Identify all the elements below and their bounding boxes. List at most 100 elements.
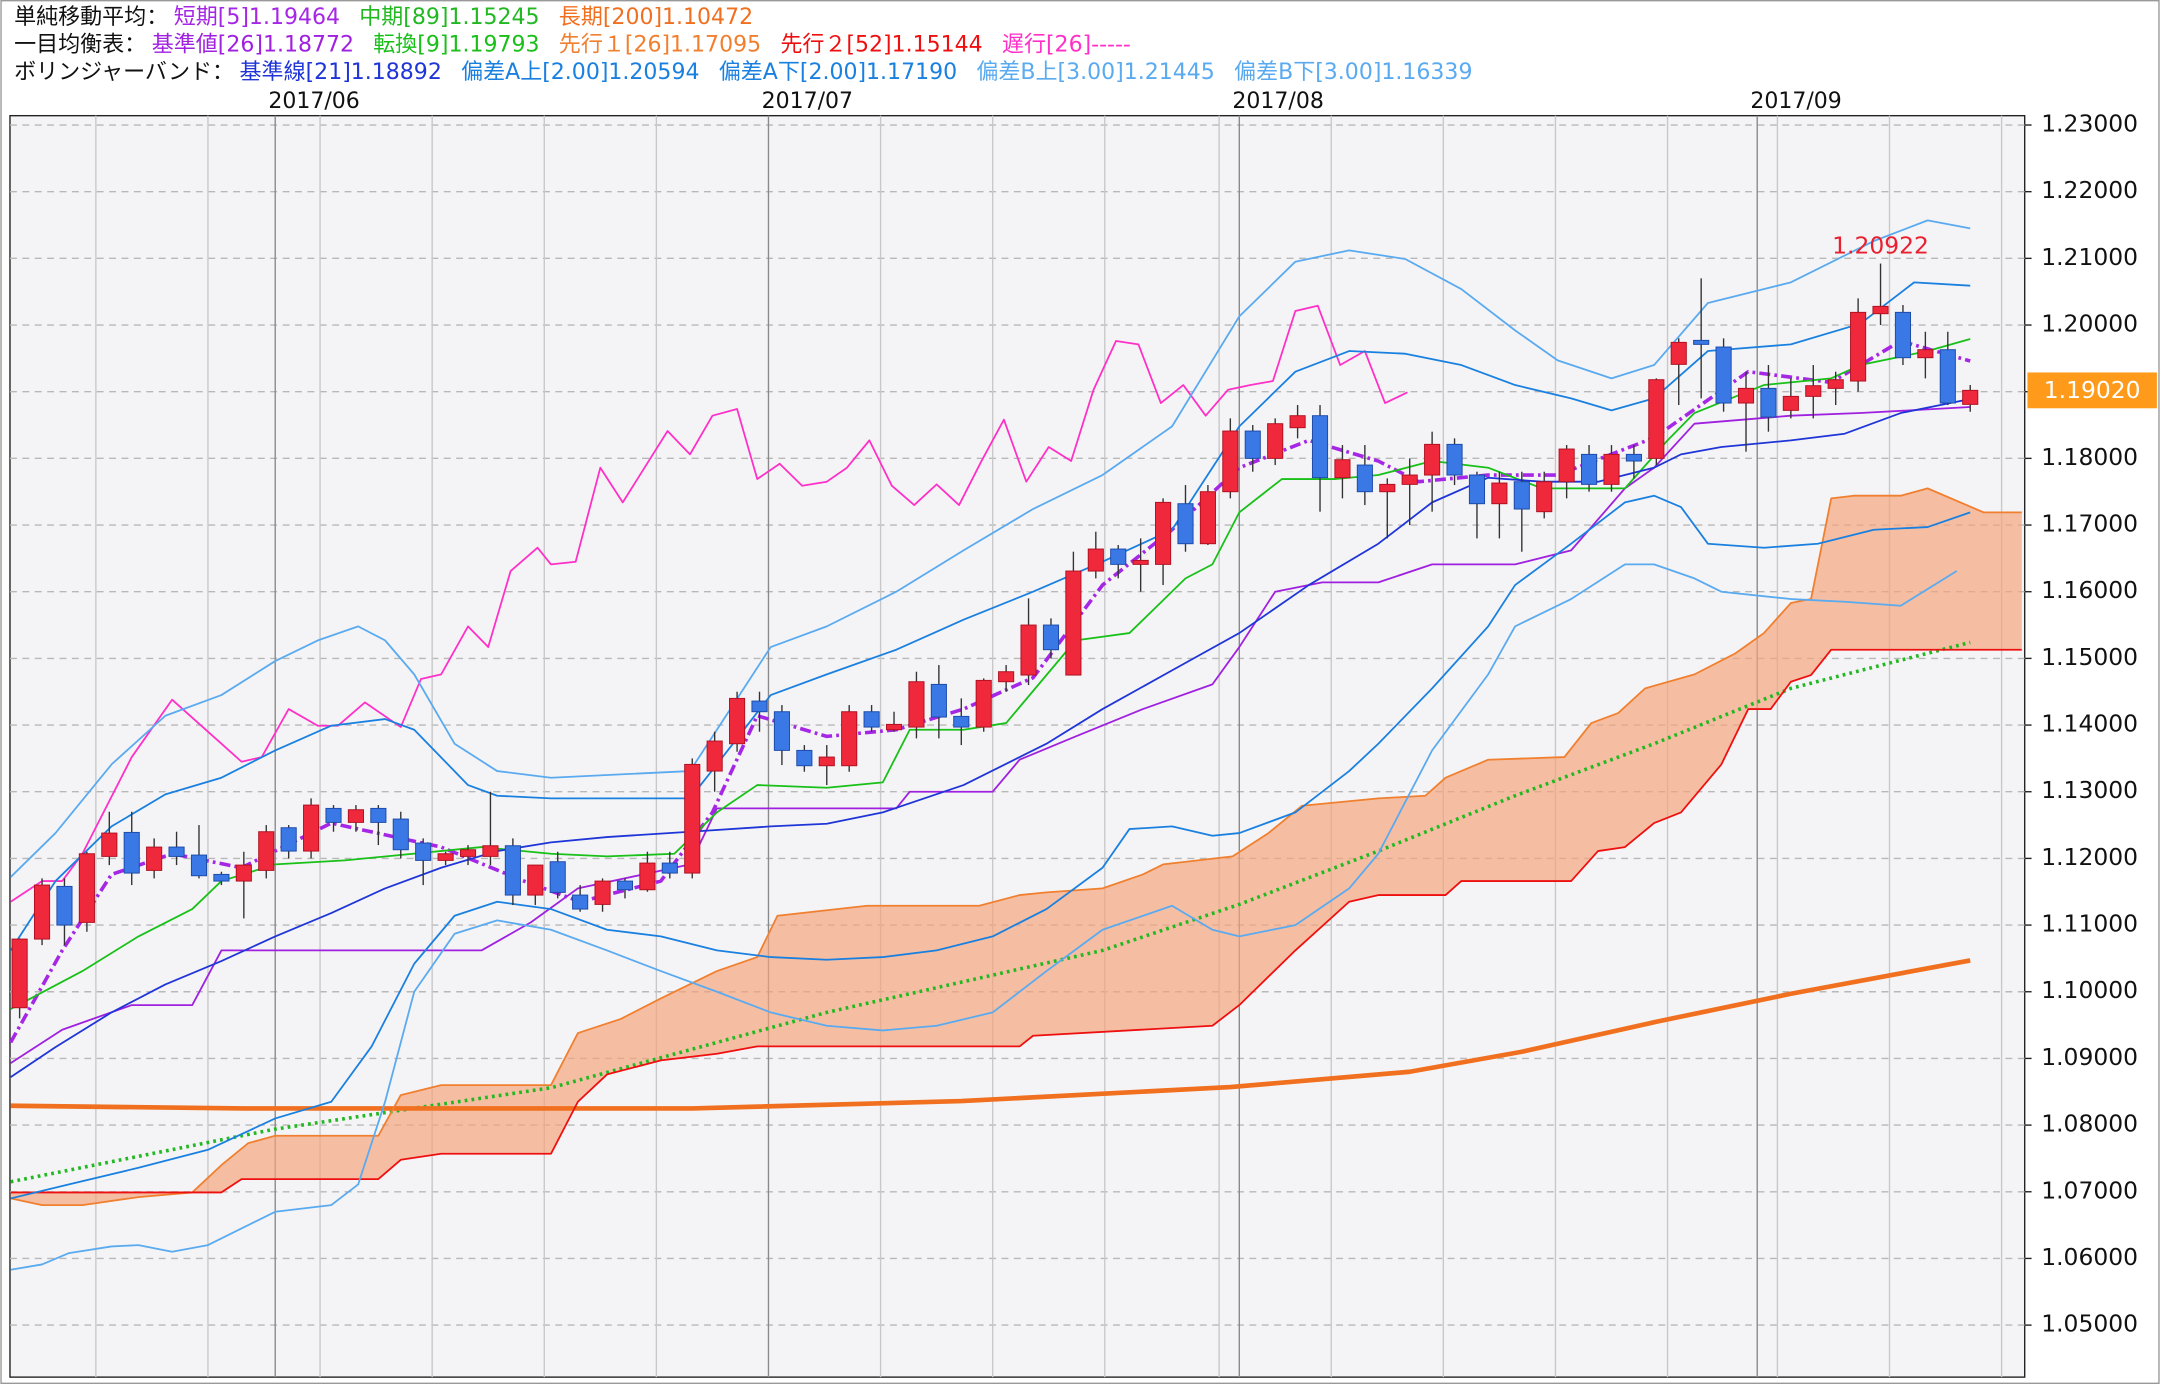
candle-body bbox=[1110, 548, 1127, 565]
candle-body bbox=[998, 671, 1015, 683]
last-price-tag bbox=[2027, 372, 2157, 409]
candle-body bbox=[1334, 459, 1351, 479]
candle-body bbox=[1468, 474, 1486, 505]
candle-body bbox=[258, 831, 275, 871]
y-tick-label: 1.10000 bbox=[2041, 976, 2138, 1004]
candle-body bbox=[1603, 453, 1620, 485]
x-tick-label: 2017/08 bbox=[1232, 89, 1323, 114]
candle-body bbox=[1513, 481, 1530, 510]
candle-body bbox=[661, 862, 678, 874]
indicator-line bbox=[9, 281, 1971, 951]
legend-entry: 基準値[26]1.18772 bbox=[152, 32, 354, 57]
candle-body bbox=[325, 807, 342, 823]
legend-entry: 遅行[26]----- bbox=[1002, 32, 1131, 57]
candle-body bbox=[347, 809, 364, 823]
candle-body bbox=[1132, 559, 1149, 565]
indicator-line bbox=[10, 398, 1971, 1078]
y-tick-label: 1.12000 bbox=[2041, 843, 2138, 871]
candle-body bbox=[1042, 624, 1060, 651]
indicator-line bbox=[10, 219, 1971, 878]
candle-body bbox=[1827, 379, 1844, 389]
legend-row: 一目均衡表： 基準値[26]1.18772 転換[9]1.19793 先行１[26]1… bbox=[14, 32, 1131, 57]
legend-group-label: 一目均衡表： bbox=[14, 32, 146, 57]
legend-entry: 偏差B上[3.00]1.21445 bbox=[976, 60, 1214, 85]
candle-body bbox=[1446, 443, 1463, 476]
candle-body bbox=[1558, 448, 1575, 483]
candle-body bbox=[572, 894, 589, 910]
legend-entry: 転換[9]1.19793 bbox=[373, 32, 539, 57]
candle-body bbox=[1962, 389, 1979, 405]
y-tick-label: 1.23000 bbox=[2041, 110, 2138, 138]
y-tick-label: 1.18000 bbox=[2041, 443, 2138, 471]
candle-body bbox=[1715, 346, 1732, 404]
indicator-line bbox=[10, 648, 2022, 1194]
candle-body bbox=[392, 818, 409, 851]
x-tick-label: 2017/07 bbox=[762, 89, 853, 114]
candle-body bbox=[1065, 570, 1082, 676]
candle-body bbox=[1872, 305, 1889, 315]
candle-body bbox=[1581, 453, 1598, 485]
y-tick-label: 1.13000 bbox=[2041, 776, 2138, 804]
plot-content: 1.20922 bbox=[9, 219, 2022, 1271]
y-tick-label: 1.06000 bbox=[2041, 1243, 2138, 1271]
candle-body bbox=[975, 679, 992, 728]
candle-body bbox=[841, 711, 858, 767]
candle-body bbox=[796, 749, 813, 767]
candle-body bbox=[78, 853, 95, 923]
legend-entry: 先行１[26]1.17095 bbox=[559, 32, 761, 57]
candle-body bbox=[1424, 443, 1441, 476]
candle-body bbox=[1311, 415, 1329, 479]
high-label: 1.20922 bbox=[1832, 232, 1929, 260]
y-tick-label: 1.22000 bbox=[2041, 176, 2138, 204]
candle-body bbox=[908, 681, 925, 728]
y-tick-label: 1.11000 bbox=[2041, 910, 2138, 938]
candle-body bbox=[146, 846, 163, 871]
y-tick-label: 1.08000 bbox=[2041, 1110, 2138, 1138]
candle-body bbox=[1379, 483, 1396, 493]
legend-entry: 長期[200]1.10472 bbox=[559, 5, 753, 30]
candle-body bbox=[751, 700, 768, 713]
legend-entry: 中期[89]1.15245 bbox=[359, 5, 539, 30]
legend-entry: 偏差A下[2.00]1.17190 bbox=[719, 60, 957, 85]
candle-body bbox=[213, 873, 230, 882]
candle-body bbox=[1244, 430, 1261, 459]
candle-body bbox=[459, 849, 477, 857]
y-tick-label: 1.05000 bbox=[2041, 1310, 2138, 1338]
y-tick-label: 1.14000 bbox=[2041, 710, 2138, 738]
candle-body bbox=[616, 880, 634, 891]
candle-body bbox=[415, 842, 432, 861]
candle-body bbox=[1491, 482, 1508, 505]
candle-body bbox=[1356, 464, 1373, 493]
candle-body bbox=[303, 804, 320, 852]
candle-body bbox=[818, 756, 835, 767]
legend-entry: 基準線[21]1.18892 bbox=[240, 60, 442, 85]
candle-body bbox=[1536, 481, 1553, 513]
y-tick-label: 1.16000 bbox=[2041, 576, 2138, 604]
candle-body bbox=[729, 697, 746, 745]
legend-row: 単純移動平均： 短期[5]1.19464 中期[89]1.15245 長期[200]1… bbox=[14, 5, 753, 30]
indicator-line bbox=[10, 640, 1971, 1184]
candle-body bbox=[885, 723, 903, 731]
candle-body bbox=[1199, 491, 1216, 545]
candle-body bbox=[863, 711, 880, 728]
kumo-cloud bbox=[10, 488, 2022, 1206]
candle-body bbox=[370, 807, 387, 823]
candle-body bbox=[1267, 423, 1284, 459]
candle-body bbox=[1917, 349, 1934, 359]
indicator-line bbox=[10, 304, 1408, 903]
y-tick-label: 1.20000 bbox=[2041, 310, 2138, 338]
legend-row: ボリンジャーバンド： 基準線[21]1.18892 偏差A上[2.00]1.2059… bbox=[14, 60, 1472, 85]
candle-body bbox=[1625, 453, 1642, 462]
y-tick-label: 1.21000 bbox=[2041, 243, 2138, 271]
candle-body bbox=[280, 827, 297, 852]
candle-body bbox=[168, 846, 185, 857]
candle-body bbox=[101, 832, 118, 857]
candle-body bbox=[1894, 311, 1912, 359]
y-tick-label: 1.15000 bbox=[2041, 643, 2138, 671]
legend-group-label: 単純移動平均： bbox=[14, 5, 168, 30]
candle-body bbox=[235, 864, 252, 882]
candle-body bbox=[190, 854, 208, 877]
candle-body bbox=[1737, 387, 1755, 404]
